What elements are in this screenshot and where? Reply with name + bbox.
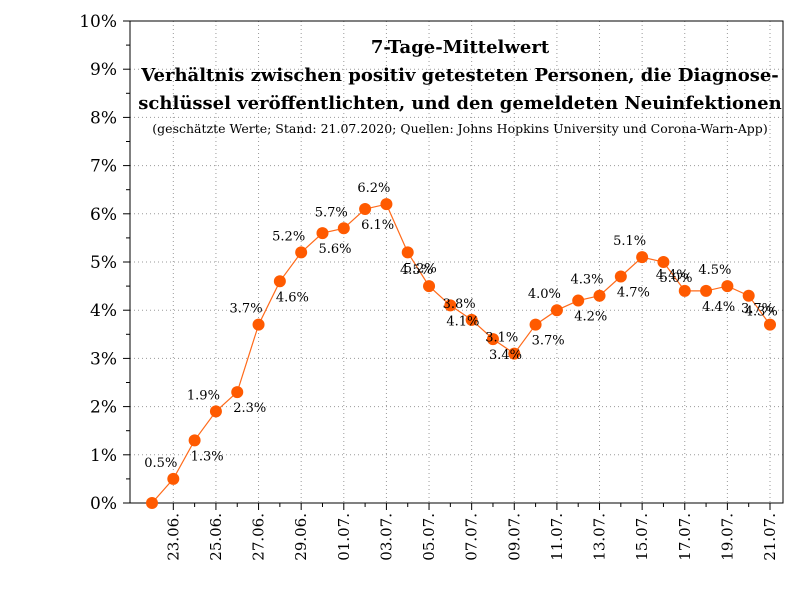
y-tick-label: 5% [90, 253, 117, 273]
data-point [550, 304, 563, 317]
chart-title-line-3: schlüssel veröffentlichten, und den geme… [138, 93, 781, 114]
y-tick-label: 8% [90, 108, 117, 128]
y-tick-label: 6% [90, 205, 117, 225]
y-tick-label: 2% [90, 398, 117, 418]
data-point [444, 299, 457, 312]
x-tick-label: 29.06. [292, 513, 310, 561]
axes: 0% 1% 2% 3% 4% 5% 6% 7% 8% 9% 10% 23.06. 25.06. 27.06… [79, 12, 784, 561]
data-point [764, 318, 776, 331]
chart-title-line-2: Verhältnis zwischen positiv getesteten P… [140, 65, 779, 86]
data-point [572, 294, 585, 307]
y-tick-label: 9% [90, 60, 117, 80]
data-point [700, 284, 713, 297]
data-labels-layer: 0.5% 1.3% 1.9% 2.3% 3.7% 4.6% 5.2% 5.6% 5.7% 6.1%… [144, 181, 777, 471]
data-label: 3.1% [485, 331, 518, 346]
x-tick-label: 01.07. [335, 513, 353, 561]
data-label: 6.1% [361, 218, 394, 233]
x-tick-label: 05.07. [420, 513, 438, 561]
data-label: 3.7% [532, 334, 565, 349]
data-point [465, 313, 478, 326]
data-label: 4.4% [656, 268, 689, 283]
x-tick-label: 03.07. [377, 513, 395, 561]
data-point [146, 497, 158, 509]
data-label: 3.8% [443, 297, 476, 312]
y-tick-label: 3% [90, 349, 117, 369]
data-label: 5.7% [315, 205, 348, 220]
data-point [529, 318, 542, 331]
y-tick-label: 1% [90, 446, 117, 466]
data-label: 4.7% [617, 285, 650, 300]
data-point [337, 222, 350, 235]
data-label: 4.3% [570, 273, 603, 288]
data-point [593, 289, 606, 302]
data-point [508, 347, 521, 360]
data-point [636, 251, 649, 264]
data-label: 4.6% [276, 290, 309, 305]
x-tick-label: 07.07. [463, 513, 481, 561]
data-label: 5.0% [659, 271, 692, 286]
data-label: 4.2% [574, 310, 607, 325]
x-tick-label: 15.07. [633, 513, 651, 561]
data-label: 4.5% [400, 263, 433, 278]
data-point [231, 386, 244, 399]
data-label: 1.3% [191, 449, 224, 464]
data-point [188, 434, 201, 447]
data-point [295, 246, 308, 259]
data-label: 4.4% [702, 300, 735, 315]
data-point [401, 246, 414, 259]
data-label: 3.7% [230, 302, 263, 317]
grid [130, 20, 783, 503]
data-point [316, 227, 329, 240]
data-point [721, 280, 734, 293]
data-point [678, 284, 691, 297]
data-label: 4.3% [745, 305, 778, 320]
data-point [252, 318, 265, 331]
y-tick-label: 4% [90, 301, 117, 321]
x-tick-label: 19.07. [718, 513, 736, 561]
data-label: 6.2% [357, 181, 390, 196]
data-label: 4.1% [446, 314, 479, 329]
y-tick-label: 10% [79, 12, 117, 32]
data-point [359, 202, 372, 215]
y-tick-label: 7% [90, 157, 117, 177]
chart-title-block: 7-Tage-Mittelwert Verhältnis zwischen po… [138, 37, 781, 136]
plot-frame [129, 20, 784, 504]
data-point [380, 198, 393, 211]
x-tick-label: 23.06. [164, 513, 182, 561]
x-tick-label: 25.06. [207, 513, 225, 561]
series-line [151, 203, 771, 504]
data-point [423, 280, 436, 293]
data-label: 1.9% [187, 388, 220, 403]
data-point [209, 405, 222, 418]
x-tick-label: 09.07. [505, 513, 523, 561]
data-label: 0.5% [144, 456, 177, 471]
series-line-layer [146, 198, 776, 509]
data-label: 4.5% [698, 263, 731, 278]
x-tick-label: 27.06. [250, 513, 268, 561]
y-tick-label: 0% [90, 494, 117, 514]
data-label: 2.3% [233, 401, 266, 416]
data-point [614, 270, 627, 283]
data-label: 4.0% [528, 287, 561, 302]
data-point [657, 256, 670, 268]
data-label: 5.2% [404, 261, 437, 276]
data-point [273, 275, 286, 288]
data-point [742, 289, 755, 302]
data-point [486, 333, 499, 346]
data-point [167, 472, 180, 485]
chart-title-line-1: 7-Tage-Mittelwert [371, 37, 550, 58]
data-label: 5.1% [613, 234, 646, 249]
chart-subtitle: (geschätzte Werte; Stand: 21.07.2020; Qu… [152, 121, 767, 136]
x-tick-label: 17.07. [676, 513, 694, 561]
data-label: 5.6% [318, 242, 351, 257]
data-label: 3.7% [741, 302, 774, 317]
data-label: 5.2% [272, 229, 305, 244]
x-tick-label: 11.07. [548, 513, 566, 561]
x-tick-label: 21.07. [761, 513, 779, 561]
data-label: 3.4% [489, 348, 522, 363]
x-tick-label: 13.07. [591, 513, 609, 561]
